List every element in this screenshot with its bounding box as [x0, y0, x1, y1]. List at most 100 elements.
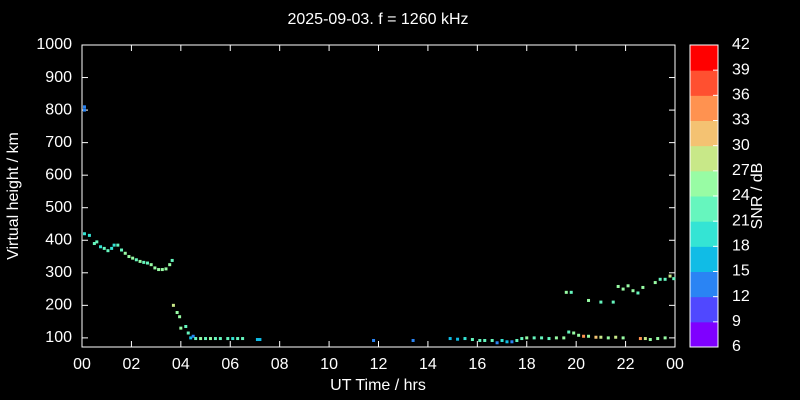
y-tick-label: 300	[45, 264, 72, 281]
y-tick-label: 400	[45, 231, 72, 248]
point	[532, 336, 536, 340]
point	[157, 268, 161, 272]
point	[611, 300, 615, 304]
point	[189, 336, 193, 340]
point	[160, 268, 164, 272]
point	[483, 338, 487, 342]
point	[241, 337, 245, 341]
x-tick-label: 14	[419, 356, 437, 373]
colorbar-band	[690, 296, 718, 323]
point	[621, 287, 625, 291]
point	[582, 334, 586, 338]
point	[515, 338, 519, 342]
point	[218, 337, 222, 341]
point	[569, 290, 573, 294]
point	[92, 242, 96, 246]
point	[520, 337, 524, 341]
point	[82, 232, 86, 236]
colorbar-band	[690, 145, 718, 172]
point	[184, 324, 188, 328]
point	[599, 335, 603, 339]
x-tick-label: 20	[567, 356, 585, 373]
point	[500, 338, 504, 342]
y-tick-label: 800	[45, 101, 72, 118]
point	[127, 255, 131, 259]
colorbar-tick-label: 36	[732, 87, 750, 104]
point	[411, 338, 415, 342]
point	[138, 259, 142, 263]
point	[663, 277, 667, 281]
point	[456, 337, 460, 341]
colorbar-band	[690, 45, 718, 71]
point	[621, 336, 625, 340]
y-tick-label: 500	[45, 199, 72, 216]
x-tick-label: 12	[370, 356, 388, 373]
colorbar-tick-label: 33	[732, 112, 750, 129]
point	[495, 341, 499, 345]
point	[123, 251, 127, 255]
point	[99, 245, 103, 249]
colorbar-tick-label: 21	[732, 212, 750, 229]
point	[638, 337, 642, 341]
point	[145, 261, 149, 265]
colorbar-label: SNR / dB	[749, 163, 766, 230]
colorbar-band	[690, 70, 718, 96]
point	[448, 337, 452, 341]
point	[668, 274, 672, 278]
colorbar-tick-label: 18	[732, 238, 750, 255]
y-axis-label: Virtual height / km	[5, 132, 22, 260]
point	[658, 277, 662, 281]
point	[616, 284, 620, 288]
colorbar-band	[690, 196, 718, 222]
colorbar-band	[690, 271, 718, 298]
x-tick-label: 16	[468, 356, 486, 373]
point	[153, 266, 157, 270]
point	[208, 337, 212, 341]
point	[463, 337, 467, 341]
point	[82, 108, 86, 112]
y-tick-label: 1000	[36, 36, 72, 53]
point	[587, 334, 591, 338]
point	[149, 263, 153, 267]
point	[213, 337, 217, 341]
point	[577, 333, 581, 337]
point	[567, 330, 571, 334]
colorbar-band	[690, 170, 718, 197]
point	[175, 311, 179, 315]
point	[594, 335, 598, 339]
colorbar-tick-label: 6	[732, 338, 741, 355]
colorbar-band	[690, 221, 718, 247]
point	[168, 263, 172, 267]
colorbar-tick-label: 24	[732, 187, 750, 204]
point	[164, 267, 168, 271]
colorbar-band	[690, 120, 718, 147]
colorbar-tick-label: 9	[732, 313, 741, 330]
point	[587, 298, 591, 302]
point	[626, 284, 630, 288]
point	[186, 331, 190, 335]
point	[194, 337, 198, 341]
point	[82, 105, 86, 109]
x-tick-label: 04	[172, 356, 190, 373]
point	[663, 336, 667, 340]
point	[505, 340, 509, 344]
x-tick-label: 18	[518, 356, 536, 373]
point	[510, 340, 514, 344]
point	[199, 337, 203, 341]
point	[120, 248, 124, 252]
point	[142, 260, 146, 264]
x-tick-label: 02	[123, 356, 141, 373]
point	[525, 336, 529, 340]
point	[95, 240, 99, 244]
point	[258, 338, 262, 342]
point	[636, 291, 640, 295]
colorbar-tick-label: 27	[732, 162, 750, 179]
x-tick-label: 22	[617, 356, 635, 373]
point	[606, 336, 610, 340]
colorbar-tick-label: 15	[732, 263, 750, 280]
colorbar-tick-label: 30	[732, 137, 750, 154]
point	[372, 338, 376, 342]
x-tick-label: 08	[271, 356, 289, 373]
y-tick-label: 200	[45, 297, 72, 314]
point	[547, 337, 551, 341]
